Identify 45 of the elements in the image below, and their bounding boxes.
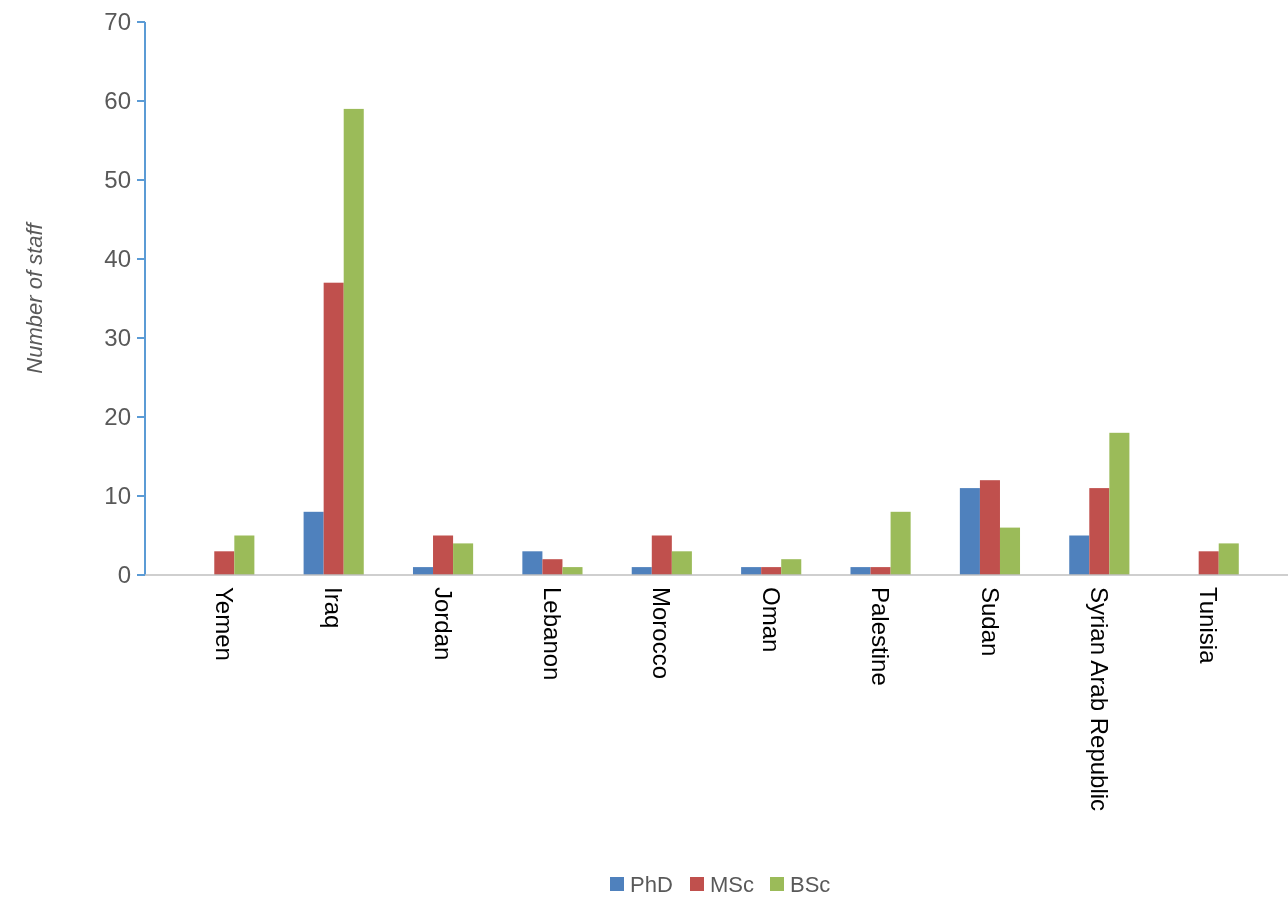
bar — [1218, 543, 1239, 575]
bar — [999, 527, 1021, 575]
bar — [959, 488, 980, 575]
x-tick-label: Jordan — [429, 587, 457, 661]
bar — [1069, 535, 1090, 575]
x-tick-label: Syrian Arab Republic — [1085, 587, 1113, 812]
y-tick-label: 10 — [104, 482, 131, 510]
legend-label: MSc — [710, 871, 754, 897]
bar — [651, 535, 672, 575]
legend-label: PhD — [630, 871, 673, 897]
bar — [781, 559, 802, 575]
bar — [890, 511, 911, 575]
y-tick-label: 30 — [104, 324, 131, 352]
y-tick-label: 60 — [104, 87, 131, 115]
bar — [1089, 488, 1110, 575]
x-tick-label: Oman — [757, 587, 785, 653]
x-tick-label: Tunisia — [1195, 587, 1223, 665]
bar — [562, 567, 583, 575]
bar — [433, 535, 454, 575]
bar — [671, 551, 692, 575]
y-axis-title: Number of staff — [22, 220, 47, 374]
bar — [1198, 551, 1219, 575]
bar — [979, 480, 1000, 575]
bar — [303, 511, 324, 575]
y-tick-label: 50 — [104, 166, 131, 194]
bar — [522, 551, 543, 575]
y-tick-label: 40 — [104, 245, 131, 273]
x-tick-label: Yemen — [210, 587, 238, 661]
bar — [214, 551, 235, 575]
legend-label: BSc — [790, 871, 831, 897]
bar — [453, 543, 474, 575]
x-tick-label: Sudan — [976, 587, 1004, 657]
bar — [850, 567, 871, 575]
x-tick-label: Iraq — [320, 587, 348, 629]
bar — [234, 535, 255, 575]
y-tick-label: 70 — [104, 8, 131, 36]
y-tick-label: 0 — [117, 561, 131, 589]
bar — [542, 559, 563, 575]
bar — [343, 108, 364, 575]
bar — [1109, 432, 1130, 575]
x-tick-label: Lebanon — [539, 587, 567, 681]
x-tick-label: Palestine — [867, 587, 895, 686]
bar — [323, 282, 344, 575]
x-tick-label: Morocco — [648, 587, 676, 680]
y-tick-label: 20 — [104, 403, 131, 431]
